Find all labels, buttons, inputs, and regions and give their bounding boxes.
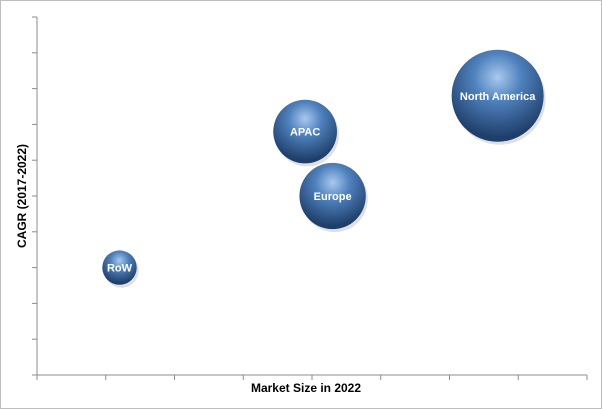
bubble-label: RoW <box>107 263 133 275</box>
bubble-label: Europe <box>314 191 352 203</box>
bubble-mark <box>273 99 337 164</box>
bubble-label: APAC <box>290 127 320 139</box>
x-axis-title: Market Size in 2022 <box>251 381 361 395</box>
bubble-row: RoW <box>102 250 139 288</box>
bubble-label: North America <box>460 91 536 103</box>
y-axis-title: CAGR (2017-2022) <box>15 144 29 248</box>
bubble-europe: Europe <box>299 162 368 233</box>
bubble-north-america: North America <box>451 49 546 145</box>
bubble-mark <box>102 250 137 285</box>
bubble-mark <box>299 162 366 230</box>
bubble-mark <box>451 49 544 142</box>
bubble-apac: APAC <box>273 99 339 167</box>
